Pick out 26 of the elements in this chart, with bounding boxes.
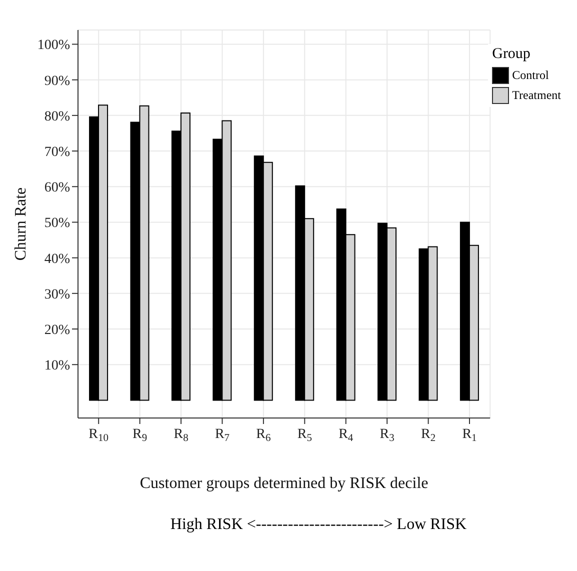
y-tick-label: 70% (44, 145, 70, 160)
y-tick-label: 90% (44, 74, 70, 89)
x-tick-label: R$_{10}$ (88, 427, 109, 444)
x-tick-label: R$_{6}$ (256, 427, 271, 444)
y-tick-label: 50% (44, 216, 70, 232)
legend-label: Control (512, 68, 549, 82)
y-axis-title: Churn Rate (12, 187, 30, 261)
x-tick-label: R$_{3}$ (380, 427, 394, 444)
x-tick-label: R$_{8}$ (174, 427, 188, 444)
y-tick-label: 30% (44, 287, 70, 302)
legend-label: Treatment (512, 88, 561, 102)
x-tick-label: R$_{1}$ (462, 427, 477, 444)
y-tick-label: 40% (44, 252, 70, 267)
y-tick-label: 10% (44, 358, 70, 374)
x-tick-label: R$_{7}$ (214, 427, 230, 444)
legend-title: Group (492, 46, 532, 63)
x-tick-label: R$_{2}$ (420, 427, 436, 444)
y-tick-label: 20% (44, 322, 70, 338)
text: High RISK <------------------------> Low RISK (169, 516, 468, 534)
x-tick-label: R$_{9}$ (132, 427, 148, 444)
x-axis-title: Customer groups determined by RISK decile (140, 475, 428, 492)
x-tick-label: R$_{5}$ (297, 427, 312, 444)
y-tick-label: 60% (44, 180, 70, 196)
y-tick-label: 100% (37, 38, 70, 54)
x-tick-label: R$_{4}$ (338, 427, 354, 444)
y-tick-label: 80% (44, 109, 70, 124)
